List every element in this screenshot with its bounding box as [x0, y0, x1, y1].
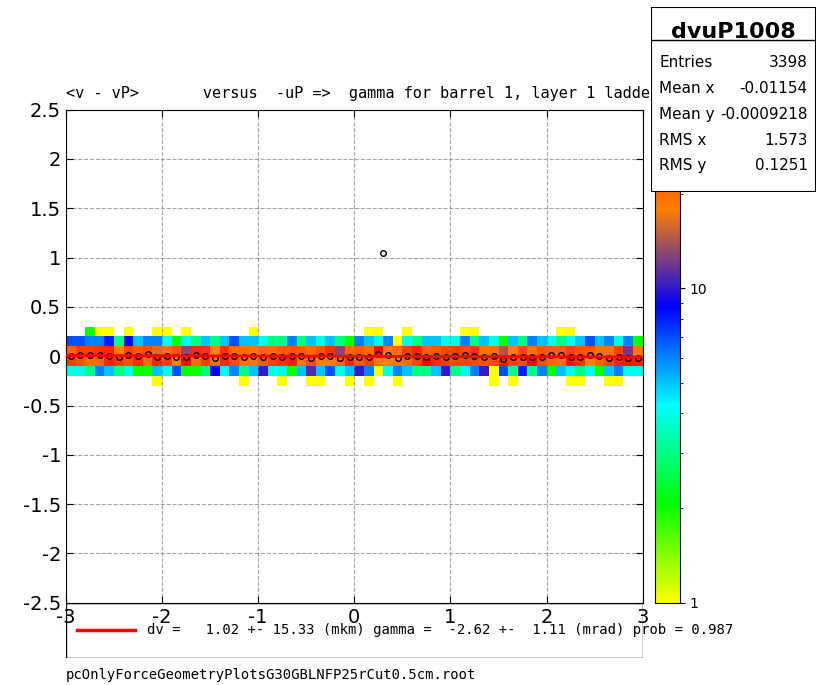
Text: dvuP1008: dvuP1008 [671, 22, 796, 42]
Text: -0.0009218: -0.0009218 [720, 107, 808, 122]
Text: Entries: Entries [659, 55, 713, 70]
Text: pcOnlyForceGeometryPlotsG30GBLNFP25rCut0.5cm.root: pcOnlyForceGeometryPlotsG30GBLNFP25rCut0… [66, 668, 476, 682]
Text: RMS y: RMS y [659, 158, 706, 173]
Text: 3398: 3398 [769, 55, 808, 70]
Text: dv =   1.02 +- 15.33 (mkm) gamma =  -2.62 +-  1.11 (mrad) prob = 0.987: dv = 1.02 +- 15.33 (mkm) gamma = -2.62 +… [147, 623, 733, 637]
Text: 0.1251: 0.1251 [755, 158, 808, 173]
Text: <v - vP>       versus  -uP =>  gamma for barrel 1, layer 1 ladder 8, all wafers: <v - vP> versus -uP => gamma for barrel … [66, 86, 787, 101]
Text: RMS x: RMS x [659, 132, 706, 147]
Text: Mean y: Mean y [659, 107, 714, 122]
Text: 10: 10 [692, 82, 715, 100]
Text: Mean x: Mean x [659, 81, 714, 96]
Text: 1.573: 1.573 [764, 132, 808, 147]
FancyBboxPatch shape [651, 7, 816, 192]
Text: -0.01154: -0.01154 [739, 81, 808, 96]
